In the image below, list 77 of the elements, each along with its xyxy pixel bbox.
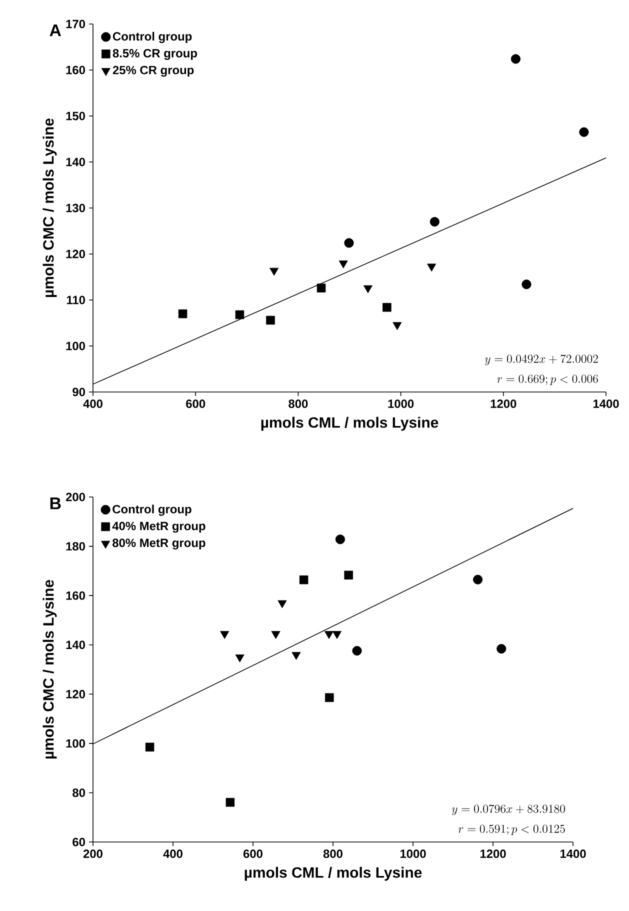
y-tick-label: 160: [66, 66, 85, 74]
point: [226, 798, 235, 807]
y-tick-label: 140: [66, 640, 85, 650]
legend-label: 40% MetR group: [112, 522, 206, 533]
y-tick-label: 110: [66, 296, 85, 304]
point: [324, 631, 334, 639]
point: [430, 217, 440, 227]
x-tick-label: 1400: [593, 400, 619, 408]
x-tick-label: 1200: [480, 850, 506, 858]
point: [352, 646, 362, 656]
x-axis-title: µmols CML / mols Lysine: [244, 866, 422, 881]
point: [392, 322, 402, 330]
point: [292, 652, 301, 660]
point: [473, 574, 483, 584]
y-tick-label: 180: [66, 542, 85, 551]
y-tick-label: 170: [66, 20, 85, 28]
x-tick-label: 1000: [388, 400, 414, 408]
point: [335, 534, 345, 544]
point: [344, 570, 353, 580]
legend-label: Control group: [112, 32, 192, 44]
point: [332, 631, 342, 639]
text: B: [50, 498, 61, 510]
x-tick-label: 1200: [490, 400, 516, 408]
point: [338, 260, 348, 268]
legend-label: 80% MetR group: [112, 538, 206, 550]
point: [235, 654, 244, 662]
point: [325, 693, 334, 702]
annotation: $y=0.0492x+72.0002$: [484, 354, 598, 366]
x-tick-label: 200: [83, 850, 102, 858]
x-tick-label: 1400: [560, 850, 586, 858]
point: [344, 238, 354, 248]
point: [278, 600, 287, 608]
annotation: $r=0.591; p<0.0125$: [458, 824, 565, 836]
annotation: $r=0.669; p<0.006$: [497, 374, 598, 385]
point: [382, 302, 392, 312]
y-tick-label: 100: [66, 342, 85, 350]
point: [266, 316, 275, 325]
y-tick-label: 120: [66, 250, 85, 258]
y-tick-label: 80: [72, 788, 85, 797]
point: [522, 280, 532, 290]
y-tick-label: 200: [66, 492, 85, 502]
y-tick-label: 160: [66, 591, 85, 600]
x-tick-label: 600: [243, 850, 262, 858]
y-tick-label: 90: [72, 388, 85, 396]
y-tick-label: 120: [66, 690, 85, 698]
legend-label: Control group: [112, 504, 192, 516]
point: [363, 285, 372, 294]
x-tick-label: 400: [163, 850, 182, 858]
point: [145, 742, 154, 752]
x-axis-title: µmols CML / mols Lysine: [261, 416, 438, 431]
point: [316, 284, 326, 292]
legend-label: 25% CR group: [112, 66, 194, 77]
x-tick-label: 1000: [400, 850, 426, 858]
x-tick-label: 800: [323, 850, 342, 858]
point: [579, 127, 589, 137]
point: [496, 644, 506, 654]
point: [510, 54, 520, 64]
annotation: $y=0.0796x+83.9180$: [452, 804, 565, 816]
point: [299, 575, 308, 584]
y-tick-label: 100: [66, 739, 85, 748]
point: [235, 310, 244, 320]
point: [271, 631, 280, 639]
point: [220, 631, 230, 639]
y-tick-label: 140: [66, 158, 85, 166]
y-axis-title: µmols CMC / mols Lysine: [42, 580, 57, 758]
y-axis-title: µmols CMC / mols Lysine: [42, 118, 57, 297]
x-tick-label: 600: [186, 400, 206, 408]
x-tick-label: 400: [83, 400, 102, 408]
x-tick-label: 800: [288, 400, 308, 408]
point: [178, 309, 188, 318]
point: [270, 268, 279, 276]
text: A: [50, 24, 62, 36]
y-tick-label: 150: [66, 112, 85, 120]
point: [427, 264, 436, 272]
y-tick-label: 130: [66, 204, 85, 212]
y-tick-label: 60: [72, 838, 85, 846]
legend-label: 8.5% CR group: [112, 49, 197, 60]
